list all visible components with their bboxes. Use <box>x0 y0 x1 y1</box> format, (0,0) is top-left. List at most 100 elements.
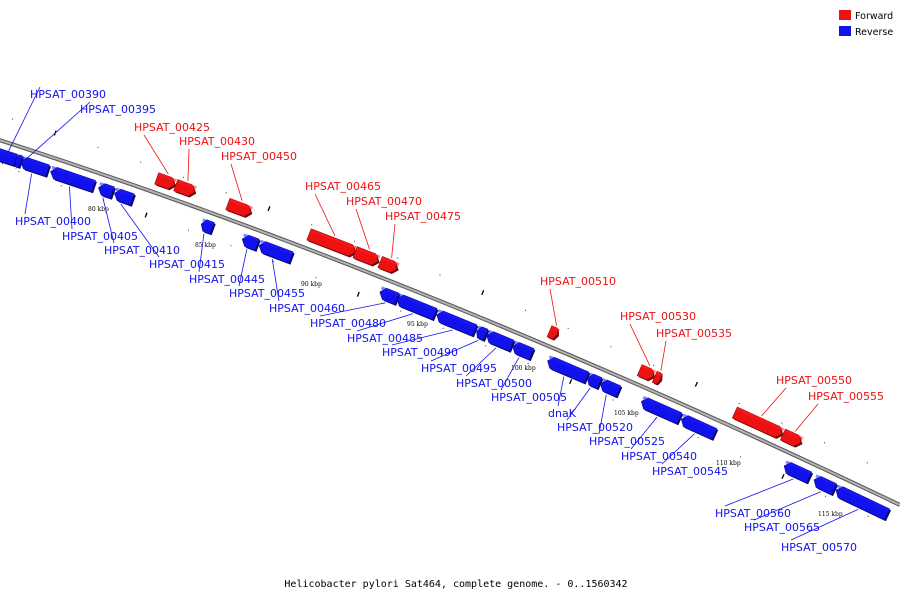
gene-block-hpsat_00520[interactable] <box>587 372 604 391</box>
scale-dot <box>824 442 826 444</box>
gene-block-hpsat_00555[interactable] <box>779 428 804 448</box>
gene-label-hpsat_00445[interactable]: HPSAT_00445 <box>189 273 265 286</box>
gene-body <box>396 294 438 320</box>
gene-highlight <box>642 395 682 416</box>
gene-body <box>731 406 783 438</box>
gene-block-hpsat_00570[interactable] <box>835 484 892 522</box>
gene-block-hpsat_00460[interactable] <box>258 239 295 265</box>
gene-highlight <box>51 165 96 184</box>
scale-dot <box>11 118 13 120</box>
gene-label-hpsat_00545[interactable]: HPSAT_00545 <box>652 465 728 478</box>
gene-label-hpsat_00535[interactable]: HPSAT_00535 <box>656 327 732 340</box>
gene-highlight <box>601 378 621 389</box>
gene-label-hpsat_00430[interactable]: HPSAT_00430 <box>179 135 255 148</box>
gene-label-hpsat_00400[interactable]: HPSAT_00400 <box>15 215 91 228</box>
gene-block-hpsat_00525[interactable] <box>600 378 623 399</box>
gene-label-hpsat_00455[interactable]: HPSAT_00455 <box>229 287 305 300</box>
gene-block-hpsat_00405[interactable] <box>50 165 97 194</box>
gene-label-hpsat_00450[interactable]: HPSAT_00450 <box>221 150 297 163</box>
gene-block-hpsat_00390[interactable] <box>0 147 20 168</box>
gene-block-hpsat_00395[interactable] <box>15 154 25 169</box>
leader-line <box>271 258 280 302</box>
gene-block-hpsat_00545[interactable] <box>680 413 719 441</box>
gene-label-hpsat_00395[interactable]: HPSAT_00395 <box>80 103 156 116</box>
gene-highlight <box>381 256 400 266</box>
gene-label-hpsat_00565[interactable]: HPSAT_00565 <box>744 521 820 534</box>
kbp-labels: 80 kbp 85 kbp 90 kbp 95 kbp 100 kbp 105 … <box>88 206 843 518</box>
gene-block-hpsat_00425[interactable] <box>154 172 177 191</box>
gene-label-dnak[interactable]: dnaK <box>548 407 577 420</box>
gene-block-hpsat_00550[interactable] <box>731 406 785 439</box>
gene-label-hpsat_00570[interactable]: HPSAT_00570 <box>781 541 857 554</box>
gene-highlight <box>99 182 115 190</box>
gene-block-hpsat_00430[interactable] <box>173 179 197 198</box>
gene-label-hpsat_00540[interactable]: HPSAT_00540 <box>621 450 697 463</box>
gene-label-hpsat_00475[interactable]: HPSAT_00475 <box>385 210 461 223</box>
gene-block-hpsat_00540[interactable] <box>641 395 684 426</box>
gene-label-hpsat_00410[interactable]: HPSAT_00410 <box>104 244 180 257</box>
gene-label-hpsat_00555[interactable]: HPSAT_00555 <box>808 390 884 403</box>
gene-block-hpsat_00495[interactable] <box>476 325 490 342</box>
gene-block-hpsat_00470[interactable] <box>352 246 381 267</box>
gene-label-hpsat_00425[interactable]: HPSAT_00425 <box>134 121 210 134</box>
gene-block-hpsat_00560[interactable] <box>783 460 814 485</box>
gene-block-hpsat_00400[interactable] <box>20 155 51 178</box>
gene-highlight <box>784 429 804 441</box>
gene-label-hpsat_00405[interactable]: HPSAT_00405 <box>62 230 138 243</box>
gene-block-hpsat_00455[interactable] <box>241 233 261 252</box>
gene-label-hpsat_00510[interactable]: HPSAT_00510 <box>540 275 616 288</box>
gene-body <box>50 167 96 193</box>
gene-block-hpsat_00415[interactable] <box>114 187 136 207</box>
scale-dot <box>400 310 402 312</box>
scale-dot <box>230 245 232 247</box>
gene-label-hpsat_00560[interactable]: HPSAT_00560 <box>715 507 791 520</box>
gene-block-hpsat_00565[interactable] <box>813 474 839 497</box>
gene-block-hpsat_00410[interactable] <box>98 182 116 200</box>
gene-block-hpsat_00485[interactable] <box>396 293 439 322</box>
gene-label-hpsat_00415[interactable]: HPSAT_00415 <box>149 258 225 271</box>
gene-block-hpsat_00535[interactable] <box>651 370 664 386</box>
leader-line <box>230 163 243 201</box>
gene-block-hpsat_00500[interactable] <box>486 329 516 353</box>
leader-line <box>761 387 787 417</box>
gene-label-hpsat_00520[interactable]: HPSAT_00520 <box>557 421 633 434</box>
leader-line <box>355 208 370 250</box>
leader-line <box>143 134 169 175</box>
gene-label-hpsat_00390[interactable]: HPSAT_00390 <box>30 88 106 101</box>
leader-line <box>598 394 607 435</box>
gene-body <box>813 476 837 496</box>
leader-line <box>790 509 859 541</box>
leader-line <box>356 313 413 332</box>
leader-line <box>187 148 190 182</box>
gene-label-hpsat_00480[interactable]: HPSAT_00480 <box>310 317 386 330</box>
gene-highlight <box>655 371 664 377</box>
gene-block-hpsat_00490[interactable] <box>436 309 479 338</box>
gene-label-hpsat_00495[interactable]: HPSAT_00495 <box>421 362 497 375</box>
leader-line <box>566 387 591 421</box>
gene-label-hpsat_00465[interactable]: HPSAT_00465 <box>305 180 381 193</box>
gene-highlight <box>736 407 785 432</box>
gene-label-hpsat_00500[interactable]: HPSAT_00500 <box>456 377 532 390</box>
gene-highlight <box>115 187 135 197</box>
gene-label-hpsat_00490[interactable]: HPSAT_00490 <box>382 346 458 359</box>
leader-line <box>660 340 667 371</box>
gene-block-hpsat_00475[interactable] <box>377 256 400 274</box>
gene-label-hpsat_00460[interactable]: HPSAT_00460 <box>269 302 345 315</box>
gene-block-hpsat_00480[interactable] <box>379 286 401 306</box>
gene-block-hpsat_00510[interactable] <box>546 325 560 341</box>
gene-highlight <box>397 293 437 312</box>
gene-label-hpsat_00525[interactable]: HPSAT_00525 <box>589 435 665 448</box>
gene-label-hpsat_00550[interactable]: HPSAT_00550 <box>776 374 852 387</box>
gene-block-hpsat_00465[interactable] <box>306 228 358 258</box>
gene-block-dnak[interactable] <box>547 355 591 385</box>
gene-block-hpsat_00445[interactable] <box>200 218 216 236</box>
gene-block-hpsat_00450[interactable] <box>225 198 253 218</box>
leader-line <box>238 249 248 287</box>
gene-label-hpsat_00470[interactable]: HPSAT_00470 <box>346 195 422 208</box>
gene-label-hpsat_00530[interactable]: HPSAT_00530 <box>620 310 696 323</box>
gene-label-hpsat_00505[interactable]: HPSAT_00505 <box>491 391 567 404</box>
gene-label-hpsat_00485[interactable]: HPSAT_00485 <box>347 332 423 345</box>
gene-block-hpsat_00505[interactable] <box>512 340 536 362</box>
leader-line <box>314 193 336 236</box>
gene-block-hpsat_00530[interactable] <box>636 364 657 382</box>
